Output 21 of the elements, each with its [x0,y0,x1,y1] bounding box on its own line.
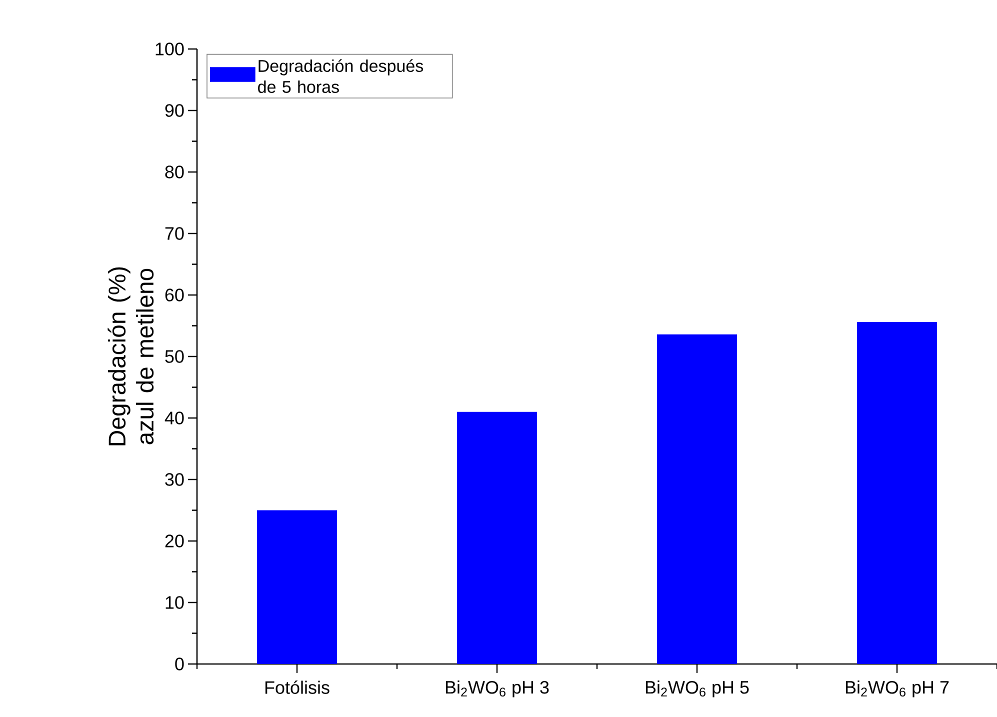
bar [457,412,538,664]
bar [657,334,738,664]
y-axis-title: Degradación (%) azul de metileno [108,267,154,446]
y-tick-label: 60 [165,288,184,302]
y-tick-label: 90 [165,104,184,117]
y-tick-label: 20 [165,534,184,548]
x-tick-label: Bi$_{2}$WO$_{6}$ pH 5 [646,680,749,698]
y-tick-label: 40 [164,412,184,424]
y-tick-label: 0 [175,658,184,670]
x-tick-label: Bi$_{2}$WO$_{6}$ pH 7 [846,680,949,698]
x-tick-label: Bi$_{2}$WO$_{6}$ pH 3 [446,680,549,698]
bar [257,510,338,664]
y-tick-label: 30 [165,473,184,486]
x-tick-label: Fotólisis [265,680,330,694]
y-tick-label: 50 [165,350,184,363]
y-tick-label: 80 [165,166,184,178]
legend-label: Degradación después de 5 horas [258,59,424,93]
y-tick-label: 70 [165,227,184,240]
y-tick-label: 10 [166,596,184,609]
y-tick-label: 100 [156,42,184,56]
bar [857,322,938,664]
